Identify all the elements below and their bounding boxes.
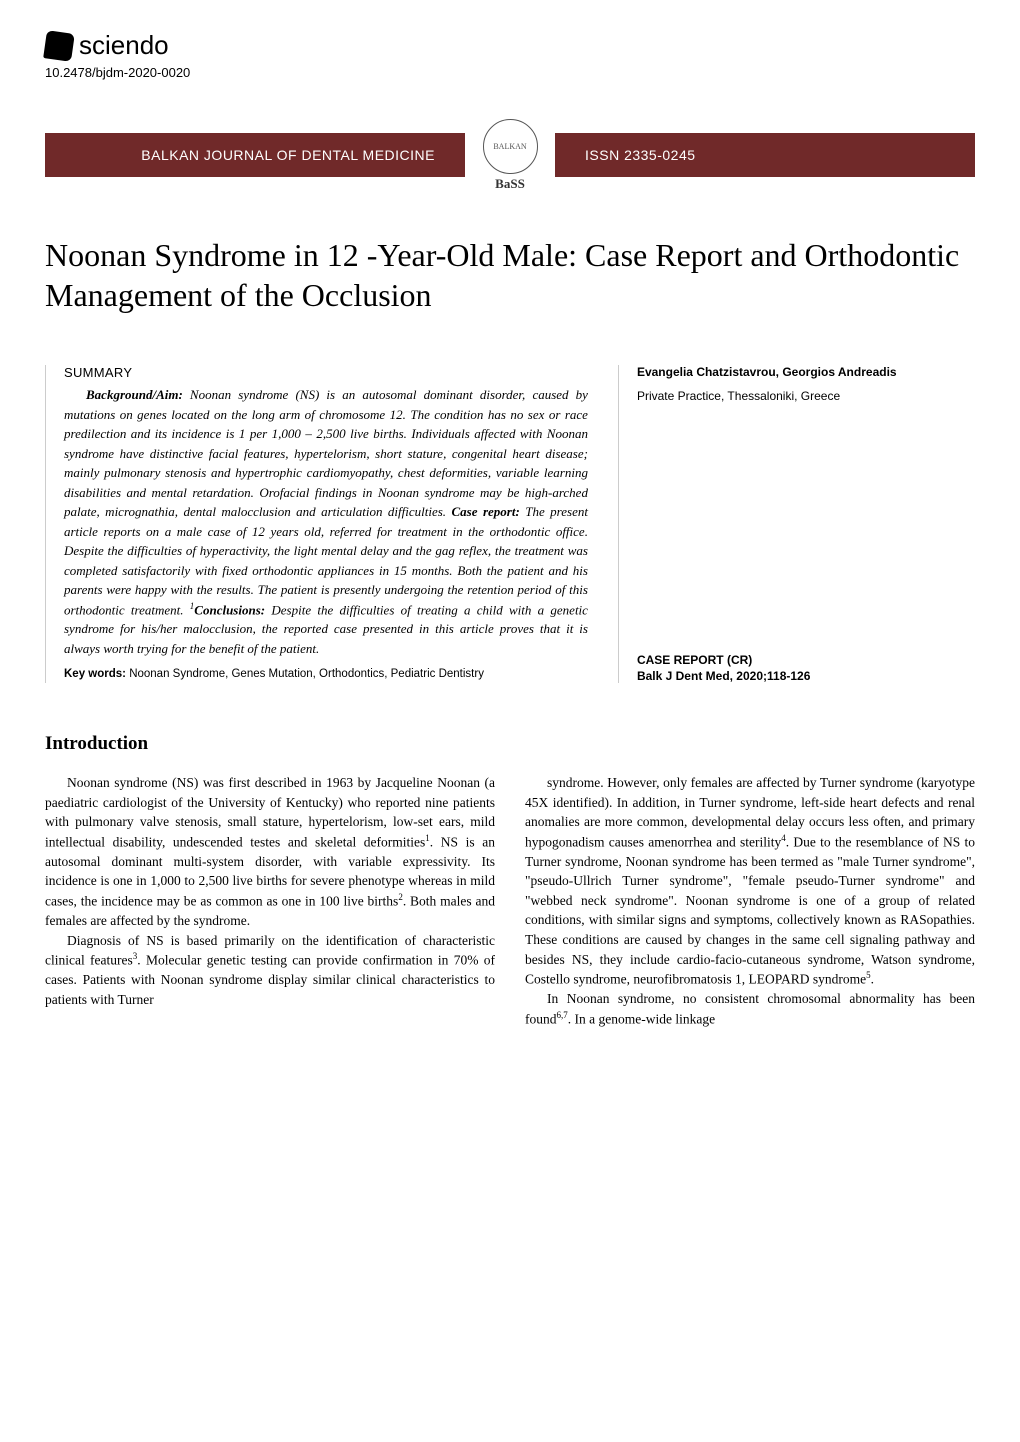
- body-sup6: 6,7: [557, 1010, 568, 1020]
- case-text: The present article reports on a male ca…: [64, 504, 588, 617]
- introduction-heading: Introduction: [45, 733, 975, 755]
- journal-banner: BALKAN JOURNAL OF DENTAL MEDICINE BALKAN…: [45, 110, 975, 200]
- sciendo-logo-icon: [43, 30, 75, 62]
- body-col-left: Noonan syndrome (NS) was first described…: [45, 773, 495, 1029]
- affiliation-text: Private Practice, Thessaloniki, Greece: [637, 389, 975, 403]
- body-col-right: syndrome. However, only females are affe…: [525, 773, 975, 1029]
- body-section: Introduction Noonan syndrome (NS) was fi…: [45, 733, 975, 1029]
- body-p3-part2: . Due to the resemblance of NS to Turner…: [525, 834, 975, 986]
- emblem-circle-icon: BALKAN: [483, 119, 538, 174]
- summary-heading: SUMMARY: [64, 365, 588, 380]
- body-columns: Noonan syndrome (NS) was first described…: [45, 773, 975, 1029]
- case-label: Case report:: [452, 504, 520, 519]
- sciendo-logo: sciendo: [45, 30, 190, 61]
- keywords-label: Key words:: [64, 668, 126, 680]
- body-p3-part3: .: [871, 972, 874, 987]
- emblem-top-label: BALKAN: [493, 142, 526, 151]
- article-type-text: CASE REPORT (CR): [637, 653, 975, 667]
- journal-name: BALKAN JOURNAL OF DENTAL MEDICINE: [45, 133, 475, 177]
- article-title: Noonan Syndrome in 12 -Year-Old Male: Ca…: [45, 235, 975, 315]
- background-text: Noonan syndrome (NS) is an autosomal dom…: [64, 387, 588, 519]
- keywords-text: Noonan Syndrome, Genes Mutation, Orthodo…: [126, 668, 484, 680]
- background-label: Background/Aim:: [86, 387, 183, 402]
- doi-text: 10.2478/bjdm-2020-0020: [45, 65, 190, 80]
- authors-text: Evangelia Chatzistavrou, Georgios Andrea…: [637, 365, 975, 379]
- publisher-block: sciendo 10.2478/bjdm-2020-0020: [45, 30, 190, 80]
- header-top: sciendo 10.2478/bjdm-2020-0020: [45, 30, 975, 80]
- summary-meta-columns: SUMMARY Background/Aim: Noonan syndrome …: [45, 365, 975, 683]
- summary-text: Background/Aim: Noonan syndrome (NS) is …: [64, 385, 588, 658]
- issn-text: ISSN 2335-0245: [545, 133, 975, 177]
- body-p2: Diagnosis of NS is based primarily on th…: [45, 931, 495, 1010]
- body-p4-part2: . In a genome-wide linkage: [568, 1011, 715, 1026]
- emblem-bottom-label: BaSS: [495, 176, 525, 192]
- body-p1: Noonan syndrome (NS) was first described…: [45, 773, 495, 931]
- citation-text: Balk J Dent Med, 2020;118-126: [637, 669, 975, 683]
- publisher-name: sciendo: [79, 30, 169, 61]
- conclusions-label: Conclusions:: [194, 602, 265, 617]
- journal-emblem: BALKAN BaSS: [465, 110, 555, 200]
- meta-column: Evangelia Chatzistavrou, Georgios Andrea…: [618, 365, 975, 683]
- body-p3: syndrome. However, only females are affe…: [525, 773, 975, 989]
- summary-column: SUMMARY Background/Aim: Noonan syndrome …: [46, 365, 588, 683]
- body-p4: In Noonan syndrome, no consistent chromo…: [525, 989, 975, 1029]
- keywords-line: Key words: Noonan Syndrome, Genes Mutati…: [64, 668, 588, 680]
